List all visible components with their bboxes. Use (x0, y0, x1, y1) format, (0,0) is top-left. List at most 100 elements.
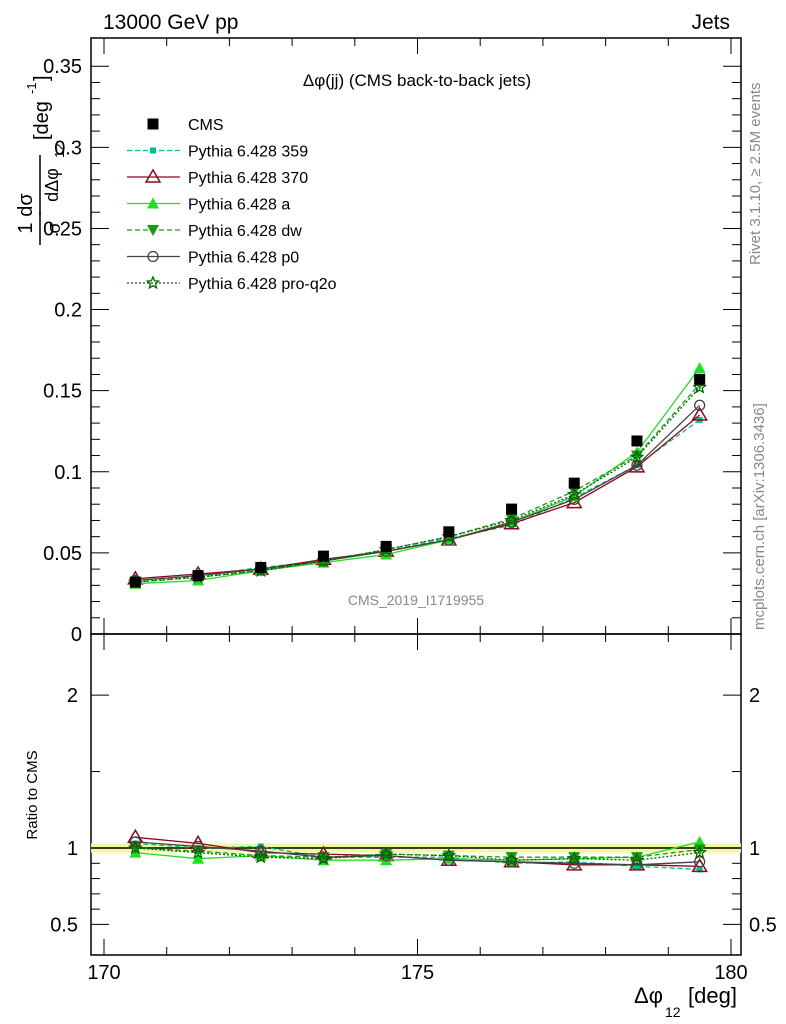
ratio-series-line (135, 841, 700, 861)
legend-label: Pythia 6.428 370 (188, 170, 308, 187)
svg-text:σ: σ (44, 222, 64, 233)
data-point (568, 477, 580, 489)
ratio-y-tick-label-right: 1 (749, 838, 760, 860)
data-point (505, 852, 518, 864)
data-point (253, 849, 269, 864)
series-line (135, 367, 701, 585)
y-tick-label: 0.3 (54, 137, 82, 159)
data-point (441, 847, 457, 862)
svg-text:12: 12 (665, 1004, 681, 1020)
y-tick-label: 0 (71, 624, 82, 646)
data-point (629, 852, 645, 867)
data-point (190, 844, 206, 859)
legend-label: Pythia 6.428 359 (188, 144, 308, 161)
data-point (255, 845, 267, 857)
data-point (317, 550, 329, 562)
legend-entry: Pythia 6.428 a (127, 197, 290, 214)
data-point (145, 275, 161, 290)
ratio-y-tick-label: 0.5 (50, 914, 78, 936)
data-point (504, 512, 519, 527)
ratio-series-line (135, 841, 700, 866)
data-point (127, 840, 143, 855)
main-series-layer (127, 361, 708, 589)
data-point (691, 406, 708, 421)
x-axis-label: Δφ 12 [deg] (634, 983, 737, 1020)
series-line (135, 414, 701, 580)
series-line (135, 386, 701, 583)
data-point (568, 857, 580, 869)
data-point (566, 850, 582, 866)
rivet-label: Rivet 3.1.10, ≥ 2.5M events (747, 83, 764, 266)
ratio-series-line (135, 842, 700, 871)
data-point (192, 570, 204, 582)
y-tick-label: 0.1 (54, 462, 82, 484)
series-line (135, 419, 700, 582)
svg-text:]: ] (31, 75, 53, 81)
data-point (129, 836, 142, 848)
x-tick-label: 170 (87, 962, 120, 984)
ratio-axes: 0.5 0.5 1 1 2 2 170 175 180 (50, 634, 777, 984)
data-point (147, 225, 159, 236)
data-point (505, 513, 518, 525)
data-point (316, 850, 331, 866)
y-tick-label: 0.35 (43, 56, 82, 78)
data-point (568, 486, 581, 498)
data-point (144, 168, 162, 183)
svg-text:dσ: dσ (15, 193, 37, 217)
legend-label: CMS (188, 117, 224, 134)
data-point (380, 540, 392, 552)
y-tick-label: 0.25 (43, 218, 82, 240)
data-point (255, 561, 267, 573)
data-point (631, 859, 643, 871)
series-line (135, 383, 701, 583)
data-point (630, 852, 643, 864)
data-point (129, 576, 141, 588)
data-point (693, 361, 706, 373)
mcplots-label: mcplots.cern.ch [arXiv:1306.3436] (751, 403, 768, 630)
data-point (693, 835, 706, 847)
data-point (566, 486, 582, 501)
legend-entry: CMS (147, 117, 224, 134)
ratio-plot-frame (90, 633, 742, 956)
legend-entry: Pythia 6.428 pro-q2o (127, 275, 337, 293)
y-tick-label: 0.15 (43, 381, 82, 403)
header-left: 13000 GeV pp (103, 11, 238, 34)
data-point (150, 147, 156, 154)
ratio-y-tick-label: 2 (67, 685, 78, 707)
chart-title: Δφ(jj) (CMS back-to-back jets) (303, 71, 531, 90)
ratio-series-line (135, 847, 700, 858)
y-tick-label: 0.05 (43, 543, 82, 565)
data-point (192, 840, 204, 853)
main-y-axis: 0 0.05 0.1 0.15 0.2 0.25 0.3 0.35 (43, 38, 741, 646)
legend-entry: Pythia 6.428 p0 (127, 250, 299, 267)
data-point (628, 458, 646, 473)
legend-label: Pythia 6.428 a (188, 197, 290, 214)
ratio-y-tick-label-right: 0.5 (749, 914, 777, 936)
data-point (506, 503, 518, 515)
data-point (504, 852, 519, 867)
ratio-y-tick-label: 1 (67, 838, 78, 860)
x-tick-label: 180 (714, 962, 747, 984)
legend-label: Pythia 6.428 p0 (188, 250, 299, 267)
data-point (631, 435, 643, 447)
data-point (147, 118, 159, 130)
data-point (692, 844, 708, 859)
legend-entry: Pythia 6.428 359 (127, 144, 308, 161)
data-point (629, 449, 645, 464)
x-tick-label: 175 (401, 962, 434, 984)
ratio-series-layer (127, 828, 708, 873)
data-point (147, 250, 159, 263)
svg-text:[deg]: [deg] (688, 983, 737, 1008)
series-line (135, 404, 701, 582)
legend-entry: Pythia 6.428 370 (127, 168, 308, 187)
data-point (443, 854, 455, 866)
data-point (630, 450, 643, 462)
svg-text:dΔφ: dΔφ (42, 168, 62, 202)
legend-label: Pythia 6.428 pro-q2o (188, 276, 337, 293)
data-point (147, 197, 159, 209)
data-point (380, 849, 392, 862)
legend-entry: Pythia 6.428 dw (127, 223, 302, 240)
svg-text:1: 1 (15, 222, 37, 233)
data-point (692, 379, 708, 394)
